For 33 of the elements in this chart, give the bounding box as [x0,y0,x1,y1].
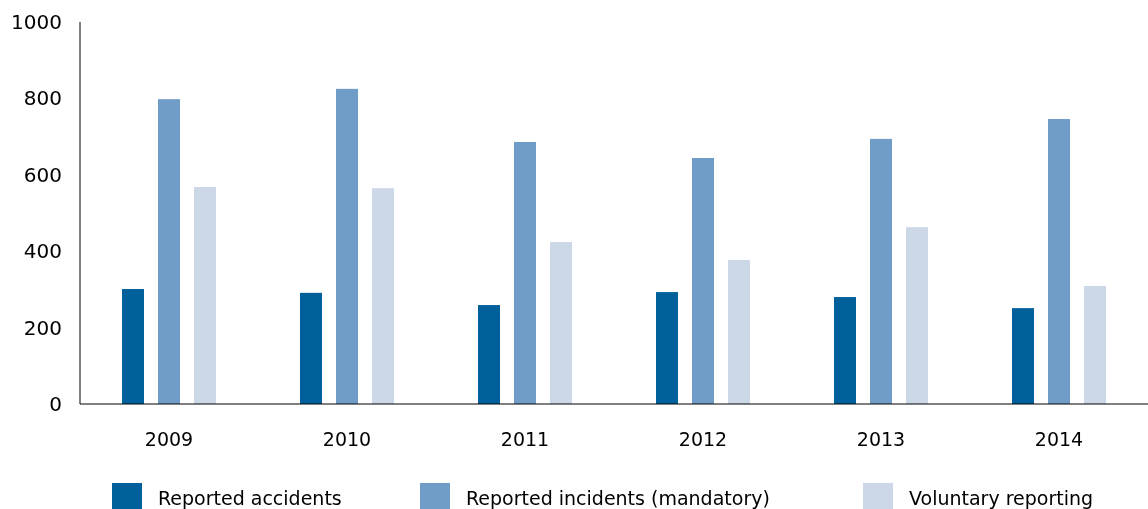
y-tick-label: 1000 [11,10,62,34]
bar [194,187,216,404]
bar [158,99,180,404]
y-tick-label: 0 [49,392,62,416]
x-tick-label: 2010 [322,428,372,450]
bar [514,141,536,404]
x-tick-label: 2009 [144,428,194,450]
y-tick-label: 400 [23,239,62,264]
bar [122,289,144,404]
bar [656,292,678,404]
bar [1048,119,1070,404]
x-tick-label: 2013 [856,428,906,450]
legend-label: Voluntary reporting [909,486,1094,509]
bar [692,157,714,404]
bar [834,297,856,404]
bar [372,188,394,404]
bar [336,88,358,404]
bar [1084,285,1106,404]
x-tick-label: 2011 [500,428,550,450]
legend-label: Reported incidents (mandatory) [466,486,770,509]
y-tick-label: 200 [23,315,62,340]
legend-label: Reported accidents [158,486,342,509]
bar [870,138,892,404]
y-tick-label: 800 [23,86,62,111]
x-tick-label: 2012 [678,428,728,450]
y-tick-label: 600 [23,162,62,187]
bar [728,259,750,404]
x-tick-label: 2014 [1034,428,1084,450]
bar [906,227,928,404]
bar [478,305,500,404]
bar [550,242,572,404]
bar [300,292,322,404]
bar [1012,308,1034,404]
